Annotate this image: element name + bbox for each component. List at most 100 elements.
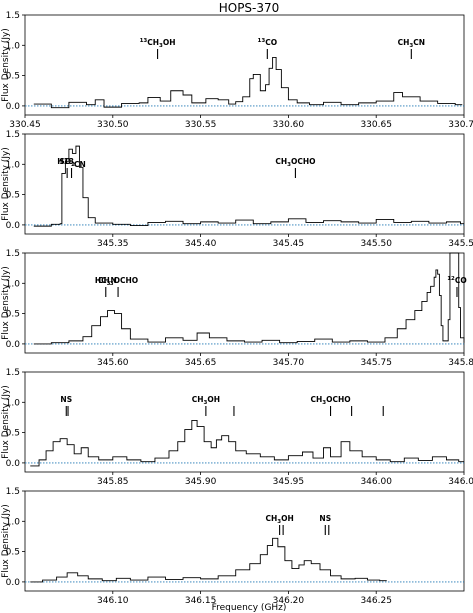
line-label: NS bbox=[319, 514, 331, 523]
line-label: CH3OCHO bbox=[310, 395, 350, 406]
y-tick-label: 1.0 bbox=[6, 398, 21, 408]
plot-frame bbox=[24, 14, 465, 116]
spectrum-panel: 345.85 345.90 345.95 346.00 346.05 0.0 0.5 1.0 1… bbox=[1, 368, 473, 487]
x-tick-label: 330.55 bbox=[185, 120, 217, 130]
y-tick-label: 0.0 bbox=[6, 102, 21, 112]
y-tick-label: 0.0 bbox=[6, 578, 21, 588]
x-tick-label: 346.10 bbox=[97, 596, 129, 606]
x-tick-label: 330.65 bbox=[360, 120, 392, 130]
y-axis-label: Flux Density (Jy) bbox=[1, 385, 11, 459]
plot-frame bbox=[24, 490, 465, 592]
spectrum-trace bbox=[33, 56, 463, 109]
x-tick-label: 330.60 bbox=[273, 120, 305, 130]
line-label-part: 3 bbox=[287, 162, 291, 168]
x-tick-label: 345.65 bbox=[185, 358, 217, 368]
y-tick-label: 1.5 bbox=[6, 487, 20, 497]
y-tick-label: 1.5 bbox=[6, 130, 20, 140]
line-label-part: 13 bbox=[140, 38, 148, 44]
y-tick-label: 0.5 bbox=[6, 72, 20, 82]
line-label: CH3OH bbox=[265, 514, 293, 525]
line-label-part: CH bbox=[98, 276, 110, 285]
x-tick-label: 345.60 bbox=[97, 358, 129, 368]
y-tick-label: 1.5 bbox=[6, 11, 20, 21]
y-axis-label: Flux Density (Jy) bbox=[1, 266, 11, 340]
line-label-part: 3 bbox=[322, 400, 326, 406]
line-label-part: H bbox=[57, 157, 63, 166]
x-tick-label: 346.05 bbox=[448, 477, 473, 487]
y-axis-label: Flux Density (Jy) bbox=[1, 28, 11, 102]
spectrum-trace bbox=[33, 252, 465, 345]
x-tick-label: 345.75 bbox=[360, 358, 392, 368]
spectrum-panel: 346.10 346.15 346.20 346.25 0.0 0.5 1.0 1.5 Flux… bbox=[1, 487, 465, 606]
line-label-part: 3 bbox=[110, 281, 114, 287]
line-label-part: 3 bbox=[107, 281, 111, 287]
y-tick-label: 1.0 bbox=[6, 517, 21, 527]
y-tick-label: 1.5 bbox=[6, 368, 20, 378]
line-label: HC3N bbox=[95, 276, 117, 287]
line-label-part: OH bbox=[163, 38, 176, 47]
line-label: CH3OCHO bbox=[98, 276, 138, 287]
line-label: SO2 bbox=[59, 157, 75, 168]
y-tick-label: 0.5 bbox=[6, 429, 20, 439]
y-tick-label: 0.0 bbox=[6, 459, 21, 469]
line-label: CH3CN bbox=[398, 38, 425, 49]
y-axis-label: Flux Density (Jy) bbox=[1, 147, 11, 221]
spectrum-panel: 345.35 345.40 345.45 345.50 345.55 0.0 0.5 1.0 1… bbox=[1, 130, 473, 249]
line-label-part: OH bbox=[207, 395, 220, 404]
line-label-part: HC bbox=[95, 276, 107, 285]
line-label-part: CO bbox=[265, 38, 277, 47]
line-label-part: OH bbox=[281, 514, 294, 523]
line-label: CH3OCHO bbox=[275, 157, 315, 168]
line-label: CH3OH bbox=[192, 395, 220, 406]
line-label-part: CN bbox=[74, 160, 86, 169]
line-label-part: 3 bbox=[204, 400, 208, 406]
line-label-part: CH bbox=[147, 38, 159, 47]
y-axis-label: Flux Density (Jy) bbox=[1, 504, 11, 578]
x-tick-label: 346.00 bbox=[360, 477, 392, 487]
line-label: 13CH3OH bbox=[140, 38, 176, 49]
y-tick-label: 1.0 bbox=[6, 279, 21, 289]
line-label-part: CH bbox=[192, 395, 204, 404]
plot-frame bbox=[24, 252, 465, 354]
x-tick-label: 345.70 bbox=[273, 358, 305, 368]
line-label: 13CO bbox=[258, 38, 278, 47]
y-tick-label: 1.5 bbox=[6, 249, 20, 259]
spectrum-trace bbox=[30, 537, 387, 583]
x-tick-label: 345.80 bbox=[448, 358, 473, 368]
line-label-part: OCHO bbox=[114, 276, 139, 285]
line-label-part: 3 bbox=[159, 43, 163, 49]
line-label-part: OCHO bbox=[291, 157, 316, 166]
line-label-part: CH bbox=[398, 38, 410, 47]
x-tick-label: 345.85 bbox=[97, 477, 129, 487]
line-label-part: 12 bbox=[447, 276, 455, 282]
y-tick-label: 0.5 bbox=[6, 548, 20, 558]
panels-container: 330.45 330.50 330.55 330.60 330.65 330.70 0.0 0… bbox=[1, 11, 473, 606]
line-label-part: NS bbox=[60, 395, 72, 404]
line-label-part: 13 bbox=[64, 157, 74, 166]
x-tick-label: 330.50 bbox=[97, 120, 129, 130]
x-tick-label: 345.40 bbox=[185, 239, 217, 249]
x-tick-label: 345.90 bbox=[185, 477, 217, 487]
y-tick-label: 0.5 bbox=[6, 310, 20, 320]
line-label-part: CH bbox=[310, 395, 322, 404]
y-tick-label: 1.0 bbox=[6, 41, 21, 51]
spectrum-trace bbox=[30, 420, 464, 467]
x-tick-label: 346.15 bbox=[185, 596, 217, 606]
line-label-part: N bbox=[110, 276, 116, 285]
line-label-part: OCHO bbox=[326, 395, 351, 404]
y-tick-label: 0.0 bbox=[6, 221, 21, 231]
line-label-part: 3 bbox=[409, 43, 413, 49]
line-label-part: 3 bbox=[277, 519, 281, 525]
line-label-part: SO bbox=[59, 157, 71, 166]
line-label-part: 13 bbox=[258, 38, 266, 44]
x-tick-label: 330.70 bbox=[448, 120, 473, 130]
y-tick-label: 0.5 bbox=[6, 191, 20, 201]
x-tick-label: 330.45 bbox=[9, 120, 41, 130]
line-label-part: NS bbox=[319, 514, 331, 523]
x-tick-label: 345.45 bbox=[273, 239, 305, 249]
line-label-part: CO bbox=[455, 276, 467, 285]
spectrum-panel: 345.60 345.65 345.70 345.75 345.80 0.0 0.5 1.0 1… bbox=[1, 249, 473, 368]
x-tick-label: 346.25 bbox=[360, 596, 392, 606]
figure-title: HOPS-370 bbox=[219, 1, 280, 15]
line-label: H13CN bbox=[57, 157, 86, 169]
